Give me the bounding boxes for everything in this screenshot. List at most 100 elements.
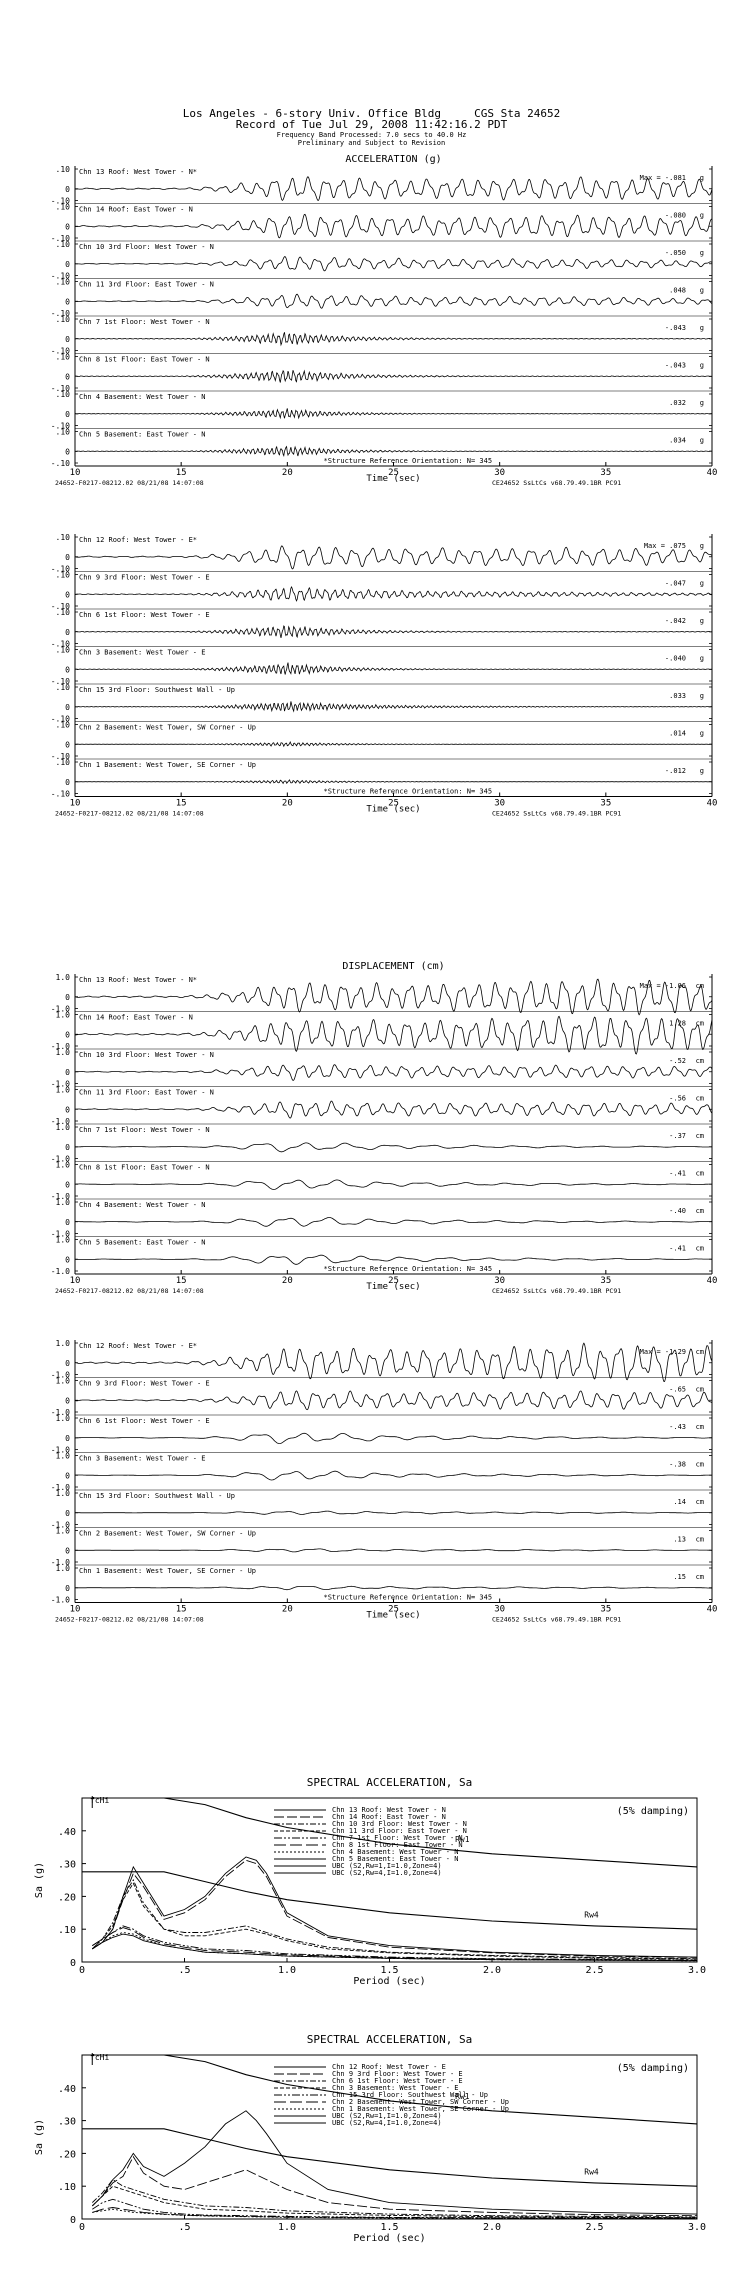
legend-entry: Chn 14 Roof: East Tower - N (332, 1813, 446, 1821)
legend-entry: Chn 1 Basement: West Tower, SE Corner - … (332, 2105, 509, 2113)
spectral-series-line (91, 2155, 698, 2217)
y-tick-label: 0 (70, 1958, 76, 1969)
y-tick-label: 0 (65, 590, 70, 599)
channel-max-value: .032 (669, 399, 686, 407)
y-tick-label: -.10 (51, 272, 70, 281)
x-axis-label: Time (sec) (366, 1611, 420, 1621)
y-tick-label: -1.0 (51, 1230, 70, 1239)
rw1-label: Rw1 (455, 1835, 470, 1844)
y-tick-label: 0 (65, 372, 70, 381)
channel-trace (74, 978, 713, 1016)
y-tick-label: .10 (56, 646, 71, 655)
channel-max-value: -.040 (665, 655, 686, 663)
legend-entry: Chn 7 1st Floor: West Tower - N (332, 1834, 463, 1842)
channel-label: Chn 15 3rd Floor: Southwest Wall - Up (79, 1492, 235, 1500)
legend-entry: Chn 13 Roof: West Tower - N (332, 1806, 446, 1814)
channel-label: Chn 2 Basement: West Tower, SW Corner - … (79, 1530, 256, 1538)
y-tick-label: 0 (65, 260, 70, 269)
channel-max-unit: cm (696, 1170, 704, 1178)
y-tick-label: -.10 (51, 234, 70, 243)
frequency-band: Frequency Band Processed: 7.0 secs to 40… (276, 131, 467, 139)
channel-label: Chn 10 3rd Floor: West Tower - N (79, 1051, 214, 1059)
channel-label: Chn 15 3rd Floor: Southwest Wall - Up (79, 686, 235, 694)
y-tick-label: 0 (65, 1434, 70, 1443)
channel-max-unit: cm (696, 1386, 704, 1394)
y-tick-label: -1.0 (51, 1558, 70, 1567)
channel-max-value: -.41 (669, 1170, 686, 1178)
waveform-panel: 10 15 20 25 30 35 40 Time (sec) *Structure Refer… (51, 533, 718, 818)
footer-left: 24652-F0217-08212.02 08/21/08 14:07:08 (55, 810, 204, 818)
channel-trace (74, 1064, 713, 1081)
channel-trace (75, 1585, 712, 1591)
channel-max-unit: cm (696, 1423, 704, 1431)
y-tick-label: .10 (56, 758, 71, 767)
channel-max-unit: cm (696, 1498, 704, 1506)
x-tick-label: 2.0 (483, 2222, 501, 2233)
x-tick-label: 35 (600, 799, 611, 809)
x-tick-label: 25 (388, 468, 399, 478)
footer-right: CE24652 SsLtCs v68.79.49.1BR PC91 (492, 1616, 621, 1624)
y-tick-label: .10 (56, 315, 71, 324)
channel-trace (74, 662, 713, 675)
y-tick-label: 0 (65, 665, 70, 674)
y-tick-label: .10 (56, 571, 71, 580)
rw4-label: Rw4 (584, 1910, 599, 1919)
x-tick-label: 3.0 (688, 2222, 706, 2233)
x-tick-label: 20 (282, 1276, 293, 1286)
orientation-note: *Structure Reference Orientation: N= 345 (324, 457, 493, 465)
channel-label: Chn 10 3rd Floor: West Tower - N (79, 243, 214, 251)
channel-max-value: -.37 (669, 1132, 686, 1140)
y-tick-label: 1.0 (56, 1011, 71, 1020)
y-tick-label: .40 (58, 2084, 76, 2095)
channel-trace (75, 1254, 712, 1265)
y-tick-label: 0 (65, 553, 70, 562)
channel-label: Chn 11 3rd Floor: East Tower - N (79, 1089, 214, 1097)
x-tick-label: 3.0 (688, 1965, 706, 1976)
y-axis-label: Sa (g) (34, 2119, 45, 2155)
y-tick-label: .30 (58, 1860, 76, 1871)
channel-max-value: -.050 (665, 249, 686, 257)
y-tick-label: -1.0 (51, 1005, 70, 1014)
legend-entry: Chn 12 Roof: West Tower - E (332, 2063, 446, 2071)
channel-label: Chn 5 Basement: East Tower - N (79, 1239, 205, 1247)
y-tick-label: -.10 (51, 459, 70, 468)
x-tick-label: 15 (176, 1276, 187, 1286)
channel-max-value: Max = -1.29 (640, 1348, 686, 1356)
y-tick-label: .10 (56, 278, 71, 287)
y-tick-label: 0 (65, 335, 70, 344)
y-tick-label: -.10 (51, 422, 70, 431)
y-tick-label: .10 (58, 1925, 76, 1936)
x-tick-label: 1.0 (278, 2222, 296, 2233)
y-tick-label: -1.0 (51, 1596, 70, 1605)
channel-max-value: .034 (669, 437, 686, 445)
channel-label: Chn 12 Roof: West Tower - E* (79, 536, 197, 544)
x-tick-label: 25 (388, 1276, 399, 1286)
channel-label: Chn 12 Roof: West Tower - E* (79, 1342, 197, 1350)
spectral-series-line (92, 1859, 698, 1958)
waveform-panel: 10 15 20 25 30 35 40 Time (sec) *Structure Refer… (51, 1339, 718, 1624)
channel-trace (74, 369, 713, 383)
y-tick-label: .10 (56, 721, 71, 730)
channel-trace (75, 740, 713, 748)
y-tick-label: -1.0 (51, 1408, 70, 1417)
channel-label: Chn 3 Basement: West Tower - E (79, 649, 205, 657)
preliminary-note: Preliminary and Subject to Revision (297, 139, 446, 147)
channel-label: Chn 8 1st Floor: East Tower - N (79, 1164, 210, 1172)
channel-max-value: -.042 (665, 617, 686, 625)
damping-label: (5% damping) (617, 1806, 689, 1817)
y-tick-label: 0 (65, 1068, 70, 1077)
y-tick-label: .10 (56, 353, 71, 362)
y-tick-label: .20 (58, 2149, 76, 2160)
channel-label: Chn 14 Roof: East Tower - N (79, 206, 193, 214)
x-tick-label: 15 (176, 468, 187, 478)
y-tick-label: .10 (56, 428, 71, 437)
x-tick-label: 35 (600, 468, 611, 478)
x-tick-label: 40 (707, 1276, 718, 1286)
x-tick-label: 0 (79, 2222, 85, 2233)
y-tick-label: 1.0 (56, 1564, 71, 1573)
y-tick-label: -.10 (51, 565, 70, 574)
channel-max-unit: g (700, 212, 704, 220)
channel-max-unit: cm (696, 1461, 704, 1469)
y-tick-label: .10 (56, 533, 71, 542)
channel-trace (74, 1390, 713, 1411)
